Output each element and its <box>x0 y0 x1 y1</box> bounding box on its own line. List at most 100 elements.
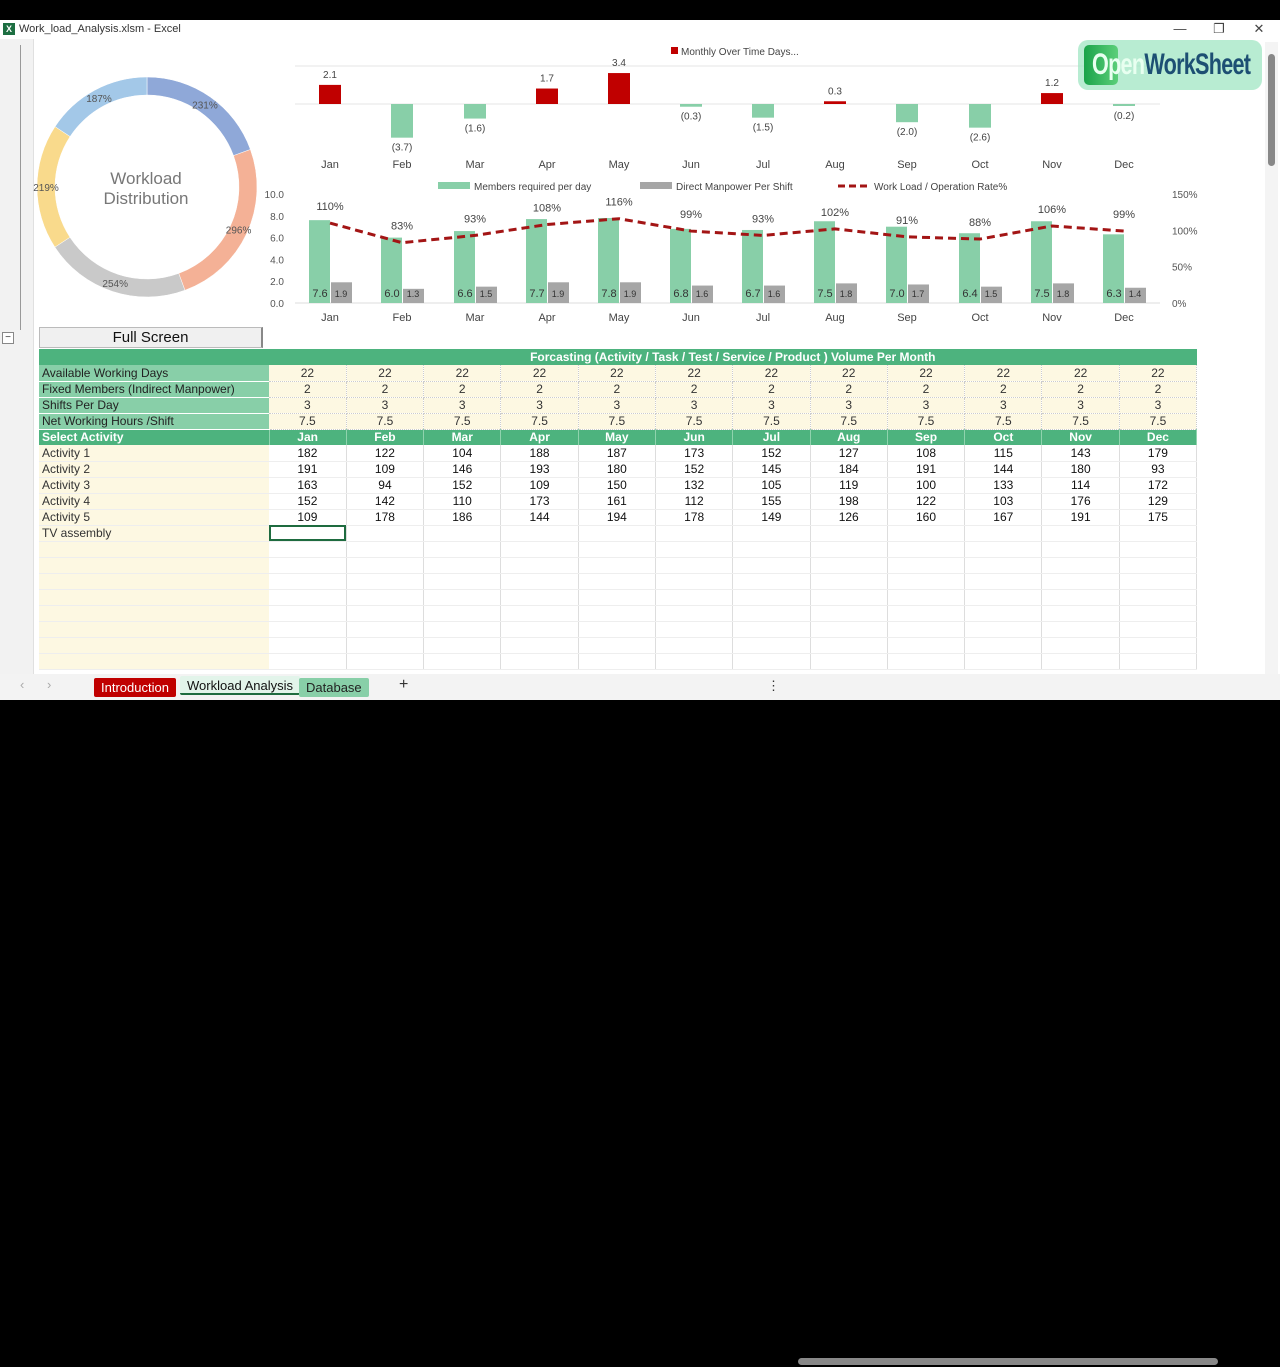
parameter-cell[interactable]: 22 <box>1041 365 1120 382</box>
month-header[interactable]: Mar <box>423 429 502 445</box>
empty-cell[interactable] <box>810 557 888 574</box>
activity-cell[interactable]: 133 <box>964 477 1043 494</box>
activity-cell[interactable]: 100 <box>887 477 966 494</box>
activity-label[interactable]: Activity 4 <box>39 493 269 510</box>
empty-cell[interactable] <box>39 557 269 574</box>
parameter-cell[interactable]: 7.5 <box>269 413 347 430</box>
empty-cell[interactable] <box>810 573 888 590</box>
parameter-label[interactable]: Fixed Members (Indirect Manpower) <box>39 381 269 398</box>
empty-cell[interactable] <box>39 589 269 606</box>
empty-cell[interactable] <box>887 621 966 638</box>
empty-cell[interactable] <box>732 573 811 590</box>
parameter-cell[interactable]: 7.5 <box>887 413 966 430</box>
empty-cell[interactable] <box>964 653 1043 670</box>
empty-cell[interactable] <box>346 605 425 622</box>
empty-cell[interactable] <box>655 589 734 606</box>
empty-cell[interactable] <box>810 589 888 606</box>
parameter-cell[interactable]: 22 <box>500 365 579 382</box>
empty-cell[interactable] <box>269 557 347 574</box>
empty-cell[interactable] <box>655 541 734 558</box>
empty-cell[interactable] <box>500 605 579 622</box>
parameter-cell[interactable]: 22 <box>578 365 656 382</box>
parameter-cell[interactable]: 7.5 <box>500 413 579 430</box>
parameter-cell[interactable]: 7.5 <box>810 413 888 430</box>
activity-cell[interactable] <box>887 525 966 542</box>
activity-cell[interactable]: 152 <box>269 493 347 510</box>
parameter-cell[interactable]: 22 <box>423 365 502 382</box>
empty-cell[interactable] <box>1041 541 1120 558</box>
parameter-cell[interactable]: 22 <box>810 365 888 382</box>
empty-cell[interactable] <box>1041 653 1120 670</box>
empty-cell[interactable] <box>39 621 269 638</box>
activity-cell[interactable]: 193 <box>500 461 579 478</box>
activity-cell[interactable]: 173 <box>655 445 734 462</box>
activity-cell[interactable]: 176 <box>1041 493 1120 510</box>
parameter-cell[interactable]: 2 <box>500 381 579 398</box>
activity-cell[interactable]: 142 <box>346 493 425 510</box>
empty-cell[interactable] <box>732 653 811 670</box>
activity-cell[interactable]: 150 <box>578 477 656 494</box>
next-sheet-button[interactable]: › <box>47 677 52 692</box>
activity-cell[interactable]: 179 <box>1119 445 1198 462</box>
activity-cell[interactable]: 103 <box>964 493 1043 510</box>
parameter-cell[interactable]: 2 <box>655 381 734 398</box>
empty-cell[interactable] <box>423 541 502 558</box>
empty-cell[interactable] <box>578 653 656 670</box>
empty-cell[interactable] <box>500 653 579 670</box>
empty-cell[interactable] <box>655 605 734 622</box>
empty-cell[interactable] <box>269 653 347 670</box>
activity-cell[interactable]: 144 <box>964 461 1043 478</box>
activity-cell[interactable]: 114 <box>1041 477 1120 494</box>
parameter-cell[interactable]: 2 <box>269 381 347 398</box>
empty-cell[interactable] <box>810 605 888 622</box>
activity-label[interactable]: Activity 2 <box>39 461 269 478</box>
activity-cell[interactable]: 144 <box>500 509 579 526</box>
activity-cell[interactable]: 191 <box>887 461 966 478</box>
activity-cell[interactable]: 93 <box>1119 461 1198 478</box>
empty-cell[interactable] <box>1119 605 1198 622</box>
parameter-cell[interactable]: 2 <box>1041 381 1120 398</box>
month-header[interactable]: Jan <box>269 429 347 445</box>
empty-cell[interactable] <box>346 621 425 638</box>
parameter-cell[interactable]: 7.5 <box>655 413 734 430</box>
empty-cell[interactable] <box>655 557 734 574</box>
empty-cell[interactable] <box>1041 589 1120 606</box>
empty-cell[interactable] <box>39 653 269 670</box>
empty-cell[interactable] <box>500 589 579 606</box>
parameter-cell[interactable]: 3 <box>964 397 1043 414</box>
empty-cell[interactable] <box>732 589 811 606</box>
more-options-icon[interactable]: ⋮ <box>767 678 780 693</box>
activity-cell[interactable]: 146 <box>423 461 502 478</box>
parameter-cell[interactable]: 3 <box>1119 397 1198 414</box>
empty-cell[interactable] <box>1119 589 1198 606</box>
activity-label[interactable]: Activity 1 <box>39 445 269 462</box>
full-screen-button[interactable]: Full Screen <box>39 327 263 348</box>
parameter-cell[interactable]: 7.5 <box>964 413 1043 430</box>
vertical-scrollbar[interactable] <box>1265 42 1278 674</box>
activity-cell[interactable]: 155 <box>732 493 811 510</box>
parameter-cell[interactable]: 2 <box>964 381 1043 398</box>
parameter-cell[interactable]: 2 <box>346 381 425 398</box>
empty-cell[interactable] <box>346 541 425 558</box>
empty-cell[interactable] <box>423 637 502 654</box>
selected-cell[interactable] <box>269 525 347 542</box>
activity-cell[interactable]: 152 <box>732 445 811 462</box>
activity-label[interactable]: TV assembly <box>39 525 269 542</box>
activity-cell[interactable]: 182 <box>269 445 347 462</box>
activity-cell[interactable]: 167 <box>964 509 1043 526</box>
empty-cell[interactable] <box>732 621 811 638</box>
activity-cell[interactable]: 188 <box>500 445 579 462</box>
parameter-label[interactable]: Available Working Days <box>39 365 269 382</box>
parameter-cell[interactable]: 22 <box>655 365 734 382</box>
activity-cell[interactable]: 110 <box>423 493 502 510</box>
month-header[interactable]: Oct <box>964 429 1043 445</box>
activity-cell[interactable]: 191 <box>269 461 347 478</box>
parameter-cell[interactable]: 2 <box>578 381 656 398</box>
empty-cell[interactable] <box>423 621 502 638</box>
empty-cell[interactable] <box>423 589 502 606</box>
empty-cell[interactable] <box>810 621 888 638</box>
empty-cell[interactable] <box>500 621 579 638</box>
parameter-cell[interactable]: 2 <box>810 381 888 398</box>
activity-cell[interactable]: 104 <box>423 445 502 462</box>
empty-cell[interactable] <box>346 573 425 590</box>
